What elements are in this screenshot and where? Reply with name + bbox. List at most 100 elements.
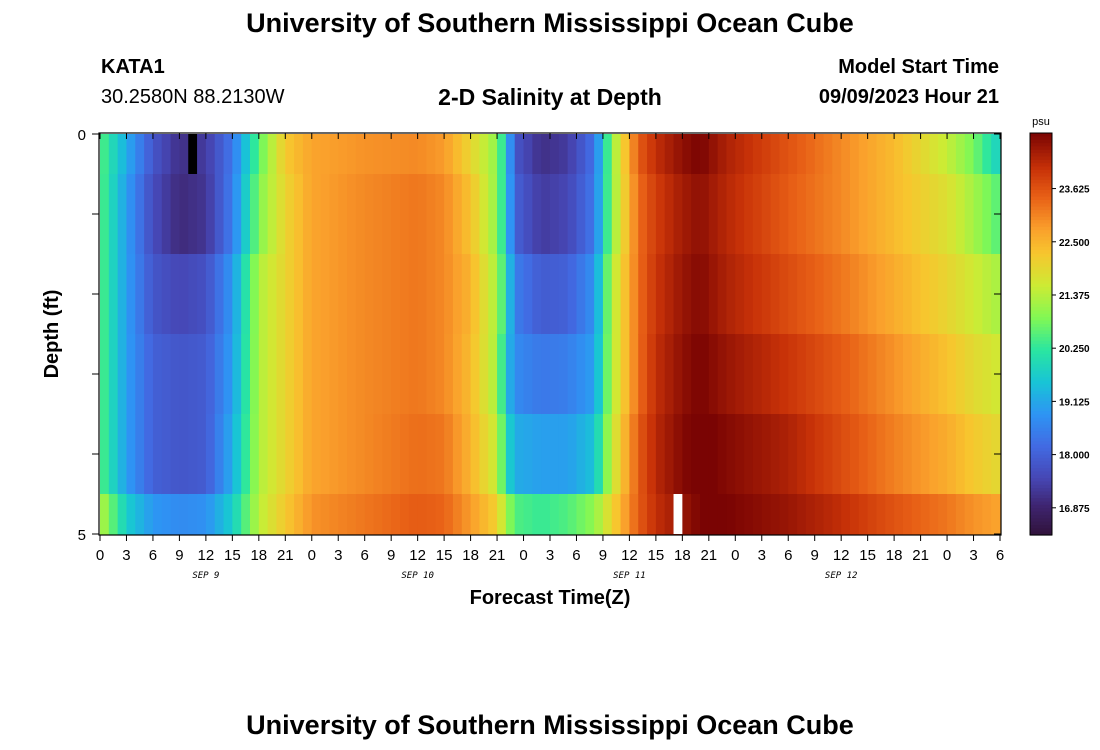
heatmap-cell (347, 254, 357, 335)
x-tick-label: 15 (648, 547, 665, 564)
date-label: SEP 10 (401, 571, 434, 581)
heatmap-cell (938, 334, 948, 415)
heatmap-cell (920, 174, 931, 255)
heatmap-cell (267, 174, 278, 255)
heatmap-cell (832, 334, 842, 415)
heatmap-cell (814, 174, 825, 255)
heatmap-cell (567, 254, 578, 335)
heatmap-cell (205, 254, 216, 335)
heatmap-cell (602, 414, 613, 495)
heatmap-cell (814, 254, 825, 335)
colorbar-segment (1030, 226, 1052, 231)
heatmap-cell (108, 254, 119, 335)
colorbar-segment (1030, 354, 1052, 359)
heatmap-cell (205, 494, 216, 535)
heatmap-cell (285, 414, 295, 495)
heatmap-cell (276, 334, 286, 415)
heatmap-cell (647, 254, 657, 335)
heatmap-cell (955, 134, 966, 175)
heatmap-cell (823, 494, 833, 535)
heatmap-cell (770, 174, 781, 255)
heatmap-cell (364, 174, 375, 255)
heatmap-cell (488, 334, 498, 415)
heatmap-cell (735, 254, 745, 335)
heatmap-cell (805, 174, 816, 255)
heatmap-cell (144, 494, 154, 535)
colorbar-segment (1030, 491, 1052, 496)
heatmap-cell (805, 254, 816, 335)
heatmap-cell (285, 134, 295, 175)
colorbar-tick-label: 22.500 (1059, 238, 1090, 249)
heatmap-cell (832, 254, 842, 335)
heatmap-cell (391, 414, 401, 495)
heatmap-cell (294, 414, 304, 495)
heatmap-cell (770, 414, 781, 495)
heatmap-cell (417, 414, 428, 495)
heatmap-cell (285, 254, 295, 335)
heatmap-cell (126, 134, 136, 175)
colorbar-segment (1030, 323, 1052, 328)
heatmap-cell (691, 174, 701, 255)
x-tick-label: 21 (700, 547, 717, 564)
heatmap-cell (258, 174, 269, 255)
heatmap-cell (497, 174, 507, 255)
heatmap-cell (170, 174, 181, 255)
heatmap-cell (850, 334, 860, 415)
heatmap-cell (100, 414, 110, 495)
heatmap-cell (232, 494, 242, 535)
colorbar-segment (1030, 464, 1052, 469)
heatmap-cell (920, 254, 931, 335)
heatmap-cell (585, 494, 595, 535)
colorbar-segment (1030, 303, 1052, 308)
heatmap-cell (426, 494, 436, 535)
heatmap-cell (576, 334, 586, 415)
heatmap-cell (982, 494, 992, 535)
chart-title: 2-D Salinity at Depth (438, 84, 662, 110)
heatmap-cell (647, 414, 657, 495)
heatmap-cell (479, 334, 489, 415)
x-tick-label: 0 (731, 547, 739, 564)
heatmap-cell (294, 334, 304, 415)
heatmap-cell (161, 334, 172, 415)
heatmap-cell (691, 134, 701, 175)
heatmap-cell (364, 254, 375, 335)
heatmap-cell (894, 334, 904, 415)
heatmap-cell (479, 174, 489, 255)
heatmap-cell (338, 414, 348, 495)
heatmap-cell (320, 174, 331, 255)
heatmap-cell (329, 174, 339, 255)
colorbar-segment (1030, 200, 1052, 204)
heatmap-cell (285, 494, 295, 535)
station-id: KATA1 (101, 56, 165, 78)
heatmap-cell (532, 494, 542, 535)
heatmap-cell (108, 494, 119, 535)
x-tick-label: 3 (546, 547, 554, 564)
heatmap-cell (250, 414, 260, 495)
heatmap-cell (117, 134, 128, 175)
heatmap-cell (823, 414, 833, 495)
heatmap-cell (338, 254, 348, 335)
heatmap-cell (197, 254, 207, 335)
heatmap-cell (920, 494, 931, 535)
heatmap-cell (276, 254, 286, 335)
heatmap-cell (100, 334, 110, 415)
station-coordinates: 30.2580N 88.2130W (101, 86, 285, 108)
heatmap-cell (708, 494, 719, 535)
missing-data-cell (188, 134, 198, 174)
heatmap-cell (567, 334, 578, 415)
heatmap-cell (258, 334, 269, 415)
heatmap-cell (788, 134, 798, 175)
heatmap-cell (885, 174, 895, 255)
heatmap-cell (497, 494, 507, 535)
heatmap-cell (682, 174, 692, 255)
heatmap-cell (382, 414, 392, 495)
page-title: University of Southern Mississippi Ocean… (246, 8, 854, 38)
heatmap-cell (267, 334, 278, 415)
heatmap-cell (444, 134, 454, 175)
heatmap-cell (567, 134, 578, 175)
heatmap-cell (744, 174, 754, 255)
heatmap-cell (602, 254, 613, 335)
heatmap-cell (135, 174, 145, 255)
heatmap-cell (144, 174, 154, 255)
heatmap-cell (876, 134, 886, 175)
